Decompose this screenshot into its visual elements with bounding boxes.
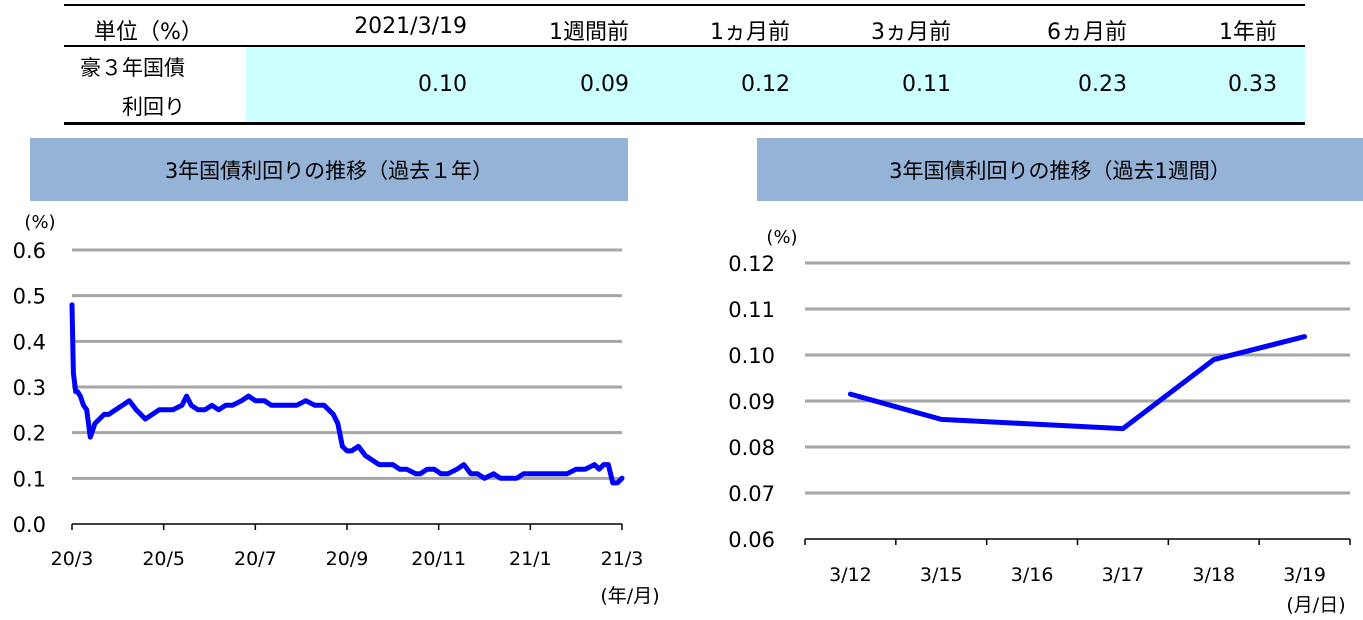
row-label-line2: 利回り: [122, 95, 185, 119]
x-tick-label: 20/7: [234, 548, 277, 570]
x-axis-unit-label: (月/日): [1286, 594, 1345, 616]
y-tick-label: 0.08: [728, 436, 775, 460]
x-tick-label: 20/11: [411, 548, 466, 570]
y-tick-label: 0.5: [13, 285, 46, 309]
y-tick-label: 0.2: [13, 422, 46, 446]
y-axis-unit-label: (%): [24, 212, 55, 233]
table-bottom-rule: [64, 122, 1305, 125]
x-tick-label: 21/3: [601, 548, 644, 570]
value-1year: 0.33: [1228, 72, 1277, 97]
x-axis-unit-label: (年/月): [600, 585, 659, 607]
x-tick-label: 3/15: [920, 564, 963, 586]
y-tick-label: 0.6: [13, 239, 46, 263]
value-3month: 0.11: [902, 72, 951, 97]
x-tick-label: 20/9: [326, 548, 369, 570]
x-tick-label: 3/18: [1192, 564, 1235, 586]
chart-1year-title: 3年国債利回りの推移（過去１年）: [30, 138, 628, 201]
x-tick-label: 20/5: [142, 548, 185, 570]
col-header-6month: 6ヵ月前: [1047, 20, 1127, 45]
col-header-1month: 1ヵ月前: [710, 20, 790, 45]
y-axis-unit-label: (%): [766, 227, 797, 248]
x-tick-label: 21/1: [509, 548, 552, 570]
chart-1week: 0.06 0.07 0.08 0.09 0.10 0.11 0.12 (%) 3/12 3/15 3…: [728, 227, 1351, 616]
x-tick-label: 3/16: [1011, 564, 1054, 586]
chart-1year: 0.0 0.1 0.2 0.3 0.4 0.5 0.6 (%) 20/3 20/5 20/7 20/9…: [13, 212, 660, 607]
value-row-shade: [246, 47, 1305, 122]
col-header-1week: 1週間前: [549, 20, 629, 45]
y-tick-label: 0.4: [13, 330, 46, 354]
y-tick-label: 0.3: [13, 376, 46, 400]
yield-line-1week: [847, 334, 1308, 432]
value-current: 0.10: [418, 72, 467, 97]
y-tick-label: 0.07: [728, 482, 775, 506]
table-header-rule: [64, 45, 1305, 47]
y-tick-label: 0.11: [728, 298, 775, 322]
table-top-rule: [64, 4, 1305, 6]
value-1month: 0.12: [741, 72, 790, 97]
col-header-3month: 3ヵ月前: [871, 20, 951, 45]
chart-1week-title: 3年国債利回りの推移（過去1週間）: [757, 138, 1363, 201]
y-tick-label: 0.0: [13, 513, 46, 537]
y-tick-label: 0.06: [728, 528, 775, 552]
value-1week: 0.09: [580, 72, 629, 97]
row-label-line1: 豪３年国債: [80, 56, 185, 80]
yield-line-1year: [69, 302, 625, 486]
y-tick-label: 0.09: [728, 390, 775, 414]
value-6month: 0.23: [1078, 72, 1127, 97]
col-header-1year: 1年前: [1219, 20, 1277, 45]
x-tick-label: 20/3: [51, 548, 94, 570]
y-tick-label: 0.12: [728, 252, 775, 276]
col-header-current: 2021/3/19: [354, 14, 467, 39]
y-tick-label: 0.1: [13, 467, 46, 491]
x-tick-label: 3/17: [1102, 564, 1145, 586]
unit-header: 単位（%）: [94, 20, 203, 45]
x-tick-label: 3/12: [829, 564, 872, 586]
y-tick-label: 0.10: [728, 344, 775, 368]
x-tick-label: 3/19: [1283, 564, 1326, 586]
